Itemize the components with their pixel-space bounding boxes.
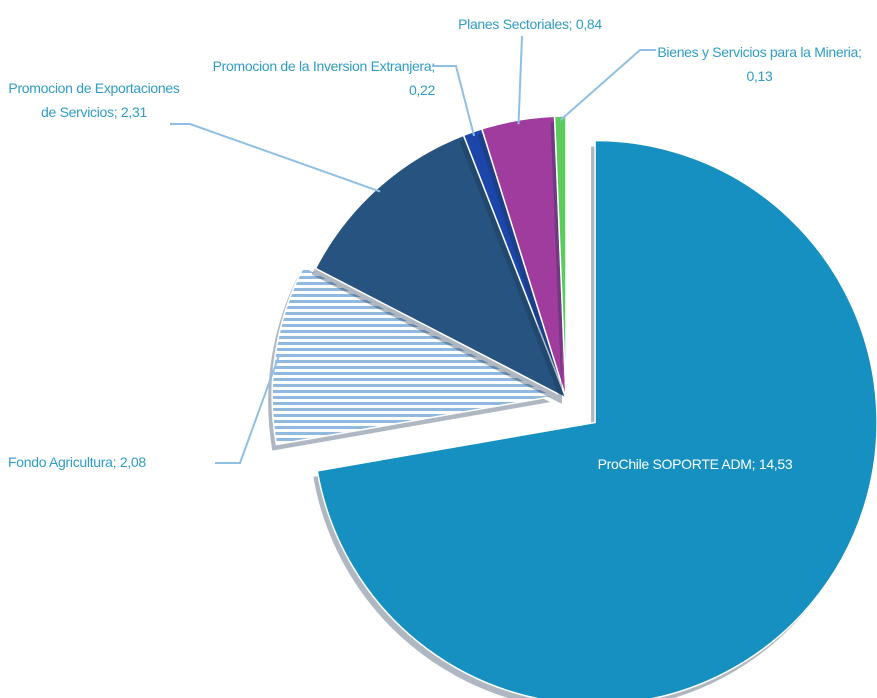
data-label: Planes Sectoriales; 0,84 bbox=[410, 12, 650, 36]
leader-line bbox=[517, 35, 523, 125]
label-separator: ; bbox=[858, 44, 866, 60]
pie-slice bbox=[271, 265, 557, 446]
value-label: 0,13 bbox=[746, 68, 773, 84]
pie-slice bbox=[316, 139, 877, 698]
category-name: Promocion de la Inversion Extranjera bbox=[212, 58, 432, 74]
value-label: 2,08 bbox=[119, 454, 146, 470]
value-label: 14,53 bbox=[758, 456, 793, 472]
value-label: 2,31 bbox=[120, 104, 147, 120]
value-label: 0,84 bbox=[575, 16, 602, 32]
category-name: Bienes y Servicios para la Mineria bbox=[657, 44, 859, 60]
label-separator: ; bbox=[431, 58, 439, 74]
category-name: Promocion de Exportaciones de Servicios bbox=[8, 80, 184, 120]
label-separator: ; bbox=[113, 104, 121, 120]
slice-shadow bbox=[459, 134, 562, 404]
leader-line bbox=[215, 353, 281, 464]
data-label: Fondo Agricultura; 2,08 bbox=[8, 450, 233, 474]
category-name: ProChile SOPORTE ADM bbox=[597, 456, 752, 472]
label-separator: ; bbox=[568, 16, 576, 32]
category-name: Fondo Agricultura bbox=[8, 454, 113, 470]
leader-line bbox=[559, 49, 656, 122]
data-label: Promocion de Exportaciones de Servicios;… bbox=[4, 76, 184, 124]
leader-line bbox=[170, 123, 381, 193]
data-label: ProChile SOPORTE ADM; 14,53 bbox=[585, 452, 805, 476]
data-label: Bienes y Servicios para la Mineria; 0,13 bbox=[652, 40, 867, 88]
leader-line bbox=[432, 65, 476, 137]
label-separator: ; bbox=[112, 454, 120, 470]
label-separator: ; bbox=[751, 456, 759, 472]
pie-slice bbox=[314, 134, 568, 400]
data-label: Promocion de la Inversion Extranjera; 0,… bbox=[195, 54, 439, 102]
category-name: Planes Sectoriales bbox=[458, 16, 569, 32]
value-label: 0,22 bbox=[408, 82, 435, 98]
